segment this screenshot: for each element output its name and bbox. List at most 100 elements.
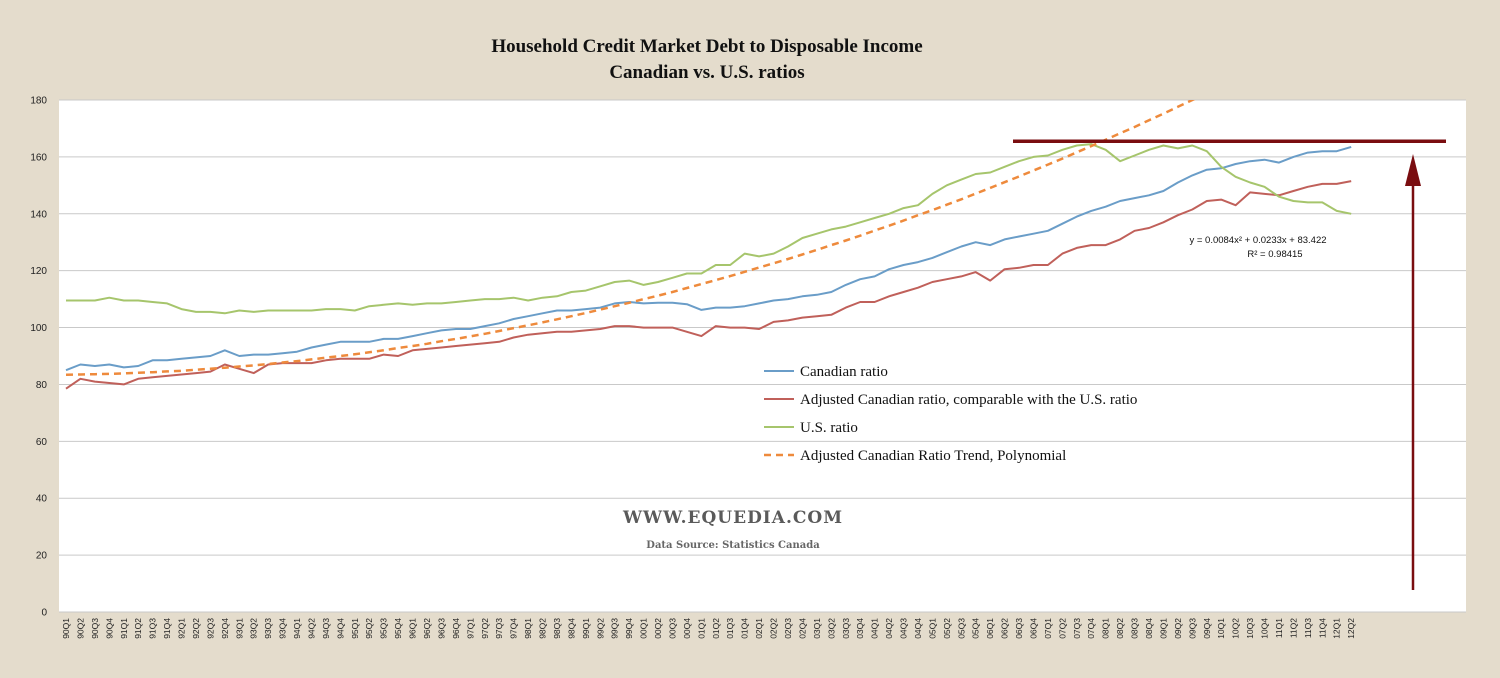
x-tick-label: 99Q4 [624, 618, 634, 639]
x-tick-label: 93Q2 [249, 618, 259, 639]
x-tick-label: 00Q3 [667, 618, 677, 639]
x-tick-label: 91Q3 [148, 618, 158, 639]
x-tick-label: 90Q4 [104, 618, 114, 639]
x-tick-label: 07Q2 [1057, 618, 1067, 639]
x-tick-label: 04Q2 [884, 618, 894, 639]
y-tick-label: 180 [30, 96, 47, 107]
x-tick-label: 95Q2 [364, 618, 374, 639]
series-1 [65, 180, 1352, 390]
x-tick-label: 01Q1 [696, 618, 706, 639]
legend-label: U.S. ratio [800, 420, 858, 436]
legend-label: Adjusted Canadian Ratio Trend, Polynomia… [800, 448, 1066, 464]
y-tick-label: 160 [30, 152, 47, 163]
x-tick-label: 04Q1 [870, 618, 880, 639]
x-tick-label: 05Q3 [956, 618, 966, 639]
x-tick-label: 10Q4 [1260, 618, 1270, 639]
series-line [66, 143, 1352, 315]
x-tick-label: 03Q2 [826, 618, 836, 639]
x-tick-label: 06Q1 [985, 618, 995, 639]
y-tick-label: 60 [36, 437, 48, 448]
x-tick-label: 06Q4 [1028, 618, 1038, 639]
series-line [65, 100, 1196, 377]
series-2 [65, 143, 1352, 315]
x-tick-label: 02Q3 [783, 618, 793, 639]
x-tick-label: 91Q2 [133, 618, 143, 639]
x-tick-label: 03Q3 [841, 618, 851, 639]
x-tick-label: 99Q3 [610, 618, 620, 639]
x-tick-label: 10Q1 [1216, 618, 1226, 639]
y-tick-label: 0 [41, 608, 47, 619]
x-tick-label: 98Q4 [566, 618, 576, 639]
x-tick-label: 08Q2 [1115, 618, 1125, 639]
x-tick-label: 03Q4 [855, 618, 865, 639]
x-tick-label: 08Q1 [1101, 618, 1111, 639]
trend-r-squared: R² = 0.98415 [1247, 249, 1302, 260]
y-tick-label: 100 [30, 323, 47, 334]
plot-area [59, 100, 1466, 612]
x-tick-label: 99Q2 [595, 618, 605, 639]
x-tick-label: 00Q1 [639, 618, 649, 639]
series-line [65, 145, 1352, 372]
x-tick-label: 90Q3 [90, 618, 100, 639]
x-tick-label: 92Q4 [220, 618, 230, 639]
x-tick-label: 96Q2 [422, 618, 432, 639]
series-line [65, 180, 1352, 390]
x-tick-label: 01Q2 [711, 618, 721, 639]
x-tick-label: 08Q4 [1144, 618, 1154, 639]
x-tick-label: 00Q2 [653, 618, 663, 639]
x-tick-label: 97Q4 [509, 618, 519, 639]
x-tick-label: 07Q3 [1072, 618, 1082, 639]
x-tick-label: 09Q1 [1158, 618, 1168, 639]
y-tick-label: 140 [30, 209, 47, 220]
x-tick-label: 06Q3 [1014, 618, 1024, 639]
x-tick-label: 10Q3 [1245, 618, 1255, 639]
series-3 [65, 100, 1196, 377]
x-tick-label: 92Q3 [205, 618, 215, 639]
x-tick-label: 97Q2 [480, 618, 490, 639]
x-tick-label: 02Q2 [769, 618, 779, 639]
x-tick-label: 02Q4 [797, 618, 807, 639]
x-tick-label: 00Q4 [682, 618, 692, 639]
legend: Canadian ratio Adjusted Canadian ratio, c… [764, 364, 1137, 464]
x-tick-label: 07Q1 [1043, 618, 1053, 639]
x-tick-label: 97Q1 [465, 618, 475, 639]
x-tick-label: 01Q3 [725, 618, 735, 639]
x-tick-label: 11Q2 [1288, 618, 1298, 638]
x-tick-label: 12Q2 [1346, 618, 1356, 639]
x-tick-label: 07Q4 [1086, 618, 1096, 639]
x-tick-label: 12Q1 [1332, 618, 1342, 639]
x-tick-label: 90Q1 [61, 618, 71, 639]
x-tick-label: 11Q1 [1274, 618, 1284, 638]
y-tick-label: 80 [36, 380, 48, 391]
x-tick-label: 92Q2 [191, 618, 201, 639]
x-tick-label: 93Q3 [263, 618, 273, 639]
x-tick-label: 01Q4 [740, 618, 750, 639]
x-tick-label: 09Q2 [1173, 618, 1183, 639]
x-tick-label: 94Q1 [292, 618, 302, 639]
x-tick-label: 04Q4 [913, 618, 923, 639]
x-tick-label: 91Q4 [162, 618, 172, 639]
chart-title: Household Credit Market Debt to Disposab… [491, 36, 922, 57]
x-tick-label: 92Q1 [177, 618, 187, 639]
annotations-layer [1013, 139, 1446, 590]
x-tick-label: 98Q3 [552, 618, 562, 639]
trend-equation: y = 0.0084x² + 0.0233x + 83.422 [1189, 235, 1326, 246]
x-tick-label: 95Q4 [393, 618, 403, 639]
x-tick-label: 06Q2 [1000, 618, 1010, 639]
legend-label: Adjusted Canadian ratio, comparable with… [800, 392, 1137, 408]
x-tick-label: 90Q2 [75, 618, 85, 639]
y-tick-label: 120 [30, 266, 47, 277]
x-tick-label: 97Q3 [494, 618, 504, 639]
x-tick-label: 96Q4 [451, 618, 461, 639]
x-tick-label: 11Q4 [1317, 618, 1327, 638]
x-tick-label: 94Q4 [335, 618, 345, 639]
x-tick-label: 93Q4 [278, 618, 288, 639]
y-axis: 0 20 40 60 80 100 120 140 160 180 [30, 96, 47, 619]
x-tick-label: 02Q1 [754, 618, 764, 639]
x-tick-label: 09Q4 [1202, 618, 1212, 639]
chart-subtitle: Canadian vs. U.S. ratios [609, 62, 804, 83]
x-tick-label: 10Q2 [1231, 618, 1241, 639]
x-tick-label: 05Q1 [927, 618, 937, 639]
x-tick-label: 05Q2 [942, 618, 952, 639]
